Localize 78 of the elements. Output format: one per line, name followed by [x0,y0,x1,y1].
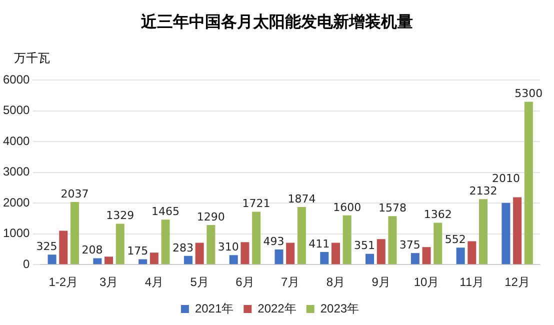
bar [150,252,158,264]
y-axis-title: 万千瓦 [14,50,50,67]
bar [195,242,204,264]
x-tick-label: 1-2月 [48,275,78,290]
bar [116,224,124,264]
data-label: 5300 [514,87,543,100]
bar [59,230,68,264]
data-label: 1329 [106,209,134,222]
x-tick-label: 9月 [372,275,390,290]
y-tick-label: 4000 [2,134,30,148]
data-label: 1290 [196,210,225,224]
data-label: 1362 [424,208,452,222]
x-tick-label: 6月 [236,275,254,290]
data-label: 325 [36,240,58,253]
y-tick-label: 2000 [2,195,30,210]
data-label: 493 [263,234,284,248]
bar [184,256,192,264]
x-tick-label: 8月 [326,275,346,290]
bar [252,212,261,264]
data-label: 351 [354,239,376,252]
bar [502,202,510,264]
legend-label: 2023年 [320,301,360,316]
y-tick-label: 6000 [2,72,30,87]
chart-title: 近三年中国各月太阳能发电新增装机量 [140,12,414,33]
y-tick-label: 3000 [2,164,30,179]
bar [229,255,238,264]
bar [70,202,79,264]
bar [422,247,431,264]
y-tick-label: 0 [23,256,30,271]
bar [297,207,306,264]
bar [320,252,329,264]
bar [434,222,442,264]
legend-label: 2021年 [194,301,234,316]
bar [138,259,148,264]
data-label: 283 [172,241,194,254]
x-tick-label: 11月 [460,275,484,290]
bar [48,254,56,264]
data-label: 208 [82,244,103,257]
x-tick-label: 12月 [504,275,530,290]
bar [376,239,386,264]
data-label: 1465 [152,204,180,218]
y-tick-label: 1000 [2,226,30,240]
data-label: 375 [399,238,420,252]
legend-label: 2022年 [258,301,296,316]
data-label: 175 [127,244,148,258]
data-label: 2010 [492,172,520,186]
bar [468,241,476,264]
data-label: 1578 [378,201,406,214]
bar [93,258,102,264]
bar [410,253,420,264]
data-label: 2037 [60,187,89,200]
bar [206,224,216,264]
bar [286,242,295,264]
data-label: 2132 [469,184,498,198]
x-tick-label: 4月 [144,275,164,290]
bar [274,249,284,264]
bar [524,102,533,264]
bar [456,248,465,264]
bar [479,199,488,264]
x-tick-label: 5月 [190,275,209,290]
y-tick-label: 5000 [2,103,30,118]
x-tick-label: 10月 [414,275,440,290]
data-label: 552 [444,232,466,246]
bar [331,242,340,264]
data-label: 1874 [288,192,316,206]
data-label: 310 [218,240,239,254]
bar [513,197,522,264]
bar [342,215,352,264]
x-tick-label: 7月 [281,275,300,290]
data-label: 1600 [333,200,362,214]
bar [161,220,170,264]
data-label: 411 [308,237,330,250]
bar [388,216,397,264]
bar [366,254,374,264]
bar [240,242,250,264]
bar [104,256,114,264]
data-label: 1721 [242,197,270,210]
x-tick-label: 3月 [99,275,118,290]
